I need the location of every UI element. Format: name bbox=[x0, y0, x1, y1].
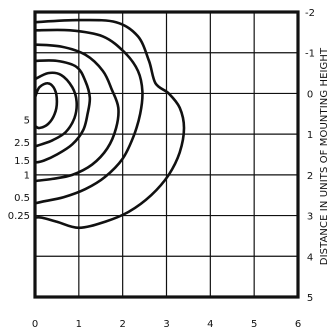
y-tick-label: 0 bbox=[307, 89, 313, 100]
contour-line-1 bbox=[33, 43, 120, 183]
contour-line-1-5 bbox=[33, 59, 92, 164]
contour-label: 0.25 bbox=[8, 211, 30, 222]
contour-label: 0.5 bbox=[14, 193, 30, 204]
y-tick-label: 4 bbox=[307, 252, 313, 263]
y-axis-title: DISTANCE IN UNITS OF MOUNTING HEIGHT bbox=[319, 47, 330, 265]
y-tick-label: -2 bbox=[305, 8, 315, 19]
contour-lines bbox=[33, 18, 186, 230]
x-tick-label: 2 bbox=[119, 319, 125, 330]
x-tick-label: 1 bbox=[76, 319, 82, 330]
contour-line-2-5 bbox=[33, 71, 78, 148]
y-axis-tick-labels: -2 -1 0 1 2 3 4 5 bbox=[305, 8, 315, 304]
contour-label: 1.5 bbox=[14, 156, 30, 167]
x-axis-tick-labels: 0 1 2 3 4 5 6 bbox=[32, 319, 301, 330]
x-tick-label: 5 bbox=[251, 319, 257, 330]
plot-frame bbox=[33, 10, 300, 299]
contour-line-5 bbox=[33, 81, 59, 130]
y-tick-label: -1 bbox=[305, 49, 315, 60]
y-tick-label: 3 bbox=[307, 212, 313, 223]
x-tick-label: 3 bbox=[163, 319, 169, 330]
contour-label: 2.5 bbox=[14, 138, 30, 149]
x-tick-label: 4 bbox=[207, 319, 213, 330]
contour-label: 1 bbox=[24, 170, 30, 181]
grid bbox=[35, 12, 298, 297]
x-tick-label: 6 bbox=[295, 319, 301, 330]
contour-label: 5 bbox=[24, 115, 30, 126]
contour-line-0-5 bbox=[33, 28, 144, 205]
y-tick-label: 5 bbox=[307, 293, 313, 304]
y-tick-label: 2 bbox=[307, 171, 313, 182]
x-tick-label: 0 bbox=[32, 319, 38, 330]
contour-line-0-25 bbox=[33, 18, 186, 230]
y-tick-label: 1 bbox=[307, 130, 313, 141]
contour-labels: 5 2.5 1.5 1 0.5 0.25 bbox=[8, 115, 30, 222]
